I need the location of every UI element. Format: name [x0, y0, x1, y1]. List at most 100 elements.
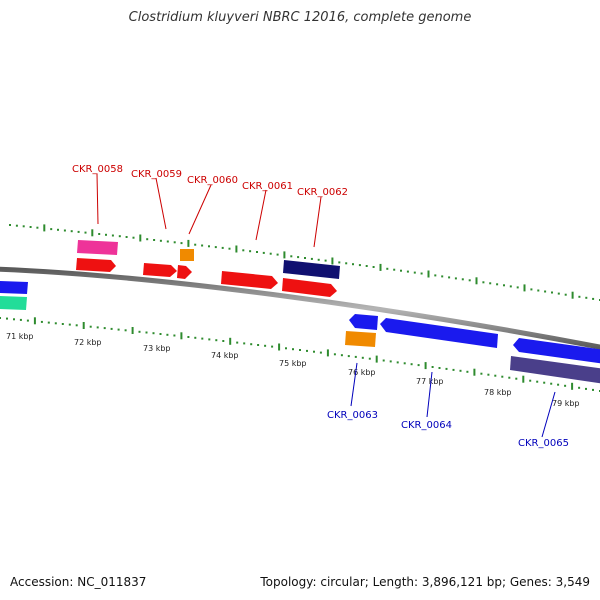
bottom-track-minor-tick — [124, 329, 127, 332]
top-track-minor-tick — [228, 247, 231, 250]
gene-reverse-1[interactable] — [349, 314, 378, 330]
top-track-minor-tick — [57, 228, 59, 231]
bottom-track-minor-tick — [250, 343, 253, 346]
gene-leader-lines — [96, 173, 556, 438]
top-track-minor-tick — [530, 288, 533, 291]
bottom-track-minor-tick — [208, 338, 211, 341]
bottom-track-major-tick — [229, 337, 232, 345]
top-track-minor-tick — [537, 289, 540, 292]
bottom-track-minor-tick — [166, 333, 169, 336]
bottom-track-minor-tick — [152, 332, 155, 335]
accession-text: Accession: NC_011837 — [10, 575, 147, 589]
gene-ckr-0062[interactable] — [283, 260, 340, 279]
bottom-track-minor-tick — [68, 323, 71, 326]
top-tick-track — [9, 224, 600, 301]
gene-label-ckr-0062[interactable]: CKR_0062 — [297, 187, 348, 198]
gene-label-ckr-0064[interactable]: CKR_0064 — [401, 420, 452, 431]
gene-ckr-0063[interactable] — [345, 331, 376, 347]
top-track-major-tick — [283, 251, 286, 259]
scale-label-74: 74 kbp — [211, 351, 239, 360]
top-track-minor-tick — [345, 262, 348, 265]
top-track-minor-tick — [180, 242, 183, 245]
gene-inner-edge[interactable] — [0, 296, 27, 310]
bottom-track-major-tick — [375, 355, 378, 363]
bottom-track-minor-tick — [285, 347, 287, 350]
gene-forward-4[interactable] — [221, 271, 278, 289]
bottom-track-minor-tick — [340, 354, 343, 357]
gene-ckr-0064[interactable] — [380, 318, 498, 348]
bottom-track-minor-tick — [173, 334, 176, 337]
bottom-track-minor-tick — [459, 369, 462, 372]
top-track-minor-tick — [166, 240, 169, 243]
bottom-track-minor-tick — [13, 318, 15, 321]
bottom-track-minor-tick — [145, 331, 148, 334]
gene-forward-5[interactable] — [282, 278, 337, 297]
top-track-minor-tick — [358, 264, 361, 267]
bottom-track-minor-tick — [417, 364, 420, 367]
gene-label-ckr-0058[interactable]: CKR_0058 — [72, 164, 123, 175]
gene-forward-3[interactable] — [177, 265, 192, 279]
bottom-track-minor-tick — [138, 330, 141, 333]
top-track-minor-tick — [420, 272, 423, 275]
bottom-track-minor-tick — [243, 342, 246, 345]
bottom-track-minor-tick — [54, 322, 57, 325]
gene-reverse-edge[interactable] — [0, 281, 28, 294]
top-track-minor-tick — [9, 224, 11, 226]
top-track-minor-tick — [242, 249, 245, 252]
top-track-minor-tick — [132, 236, 135, 239]
gene-ckr-0060[interactable] — [180, 249, 194, 261]
top-track-minor-tick — [118, 235, 121, 238]
bottom-track-minor-tick — [89, 325, 92, 328]
top-track-minor-tick — [84, 231, 87, 234]
bottom-track-minor-tick — [354, 355, 357, 358]
bottom-track-minor-tick — [445, 367, 448, 370]
bottom-track-minor-tick — [550, 382, 553, 385]
bottom-track-minor-tick — [292, 348, 294, 351]
bottom-track-minor-tick — [389, 360, 392, 363]
scale-labels: 71 kbp 72 kbp 73 kbp 74 kbp 75 kbp 76 kb… — [6, 332, 580, 408]
top-track-minor-tick — [324, 259, 327, 262]
gene-label-ckr-0059[interactable]: CKR_0059 — [131, 169, 182, 180]
top-track-minor-tick — [516, 286, 519, 289]
top-track-minor-tick — [509, 285, 512, 288]
top-track-minor-tick — [564, 293, 567, 296]
gene-forward-1[interactable] — [76, 258, 116, 272]
bottom-track-minor-tick — [257, 344, 260, 346]
bottom-track-minor-tick — [515, 377, 518, 380]
gene-reverse-3[interactable] — [513, 338, 600, 364]
gene-label-ckr-0063[interactable]: CKR_0063 — [327, 410, 378, 421]
top-track-major-tick — [43, 224, 46, 232]
gene-label-ckr-0065[interactable]: CKR_0065 — [518, 438, 569, 449]
top-track-minor-tick — [194, 243, 197, 246]
gene-ckr-0065[interactable] — [510, 356, 600, 384]
bottom-track-minor-tick — [396, 361, 399, 364]
bottom-track-minor-tick — [187, 336, 190, 338]
bottom-tick-track — [0, 317, 600, 392]
bottom-track-minor-tick — [194, 336, 197, 339]
top-track-minor-tick — [454, 277, 457, 280]
bottom-track-minor-tick — [26, 319, 29, 322]
gene-forward-2[interactable] — [143, 263, 177, 277]
gene-label-ckr-0060[interactable]: CKR_0060 — [187, 175, 238, 186]
bottom-track-major-tick — [473, 368, 476, 376]
gene-ckr-0058[interactable] — [77, 240, 118, 255]
top-track-major-tick — [91, 229, 94, 237]
gene-label-ckr-0061[interactable]: CKR_0061 — [242, 181, 293, 192]
top-track-minor-tick — [15, 224, 18, 227]
bottom-track-minor-tick — [494, 374, 497, 377]
gene-track-inner — [0, 296, 600, 384]
top-track-minor-tick — [153, 239, 156, 241]
scale-label-71: 71 kbp — [6, 332, 34, 341]
top-track-minor-tick — [290, 255, 293, 258]
top-track-minor-tick — [304, 257, 306, 259]
bottom-track-minor-tick — [431, 366, 434, 368]
bottom-track-minor-tick — [403, 362, 406, 365]
top-track-minor-tick — [98, 233, 101, 235]
top-track-major-tick — [475, 277, 478, 285]
gene-track-forward — [76, 258, 337, 297]
bottom-track-minor-tick — [578, 386, 581, 389]
bottom-track-minor-tick — [215, 339, 218, 342]
bottom-track-major-tick — [180, 332, 183, 340]
